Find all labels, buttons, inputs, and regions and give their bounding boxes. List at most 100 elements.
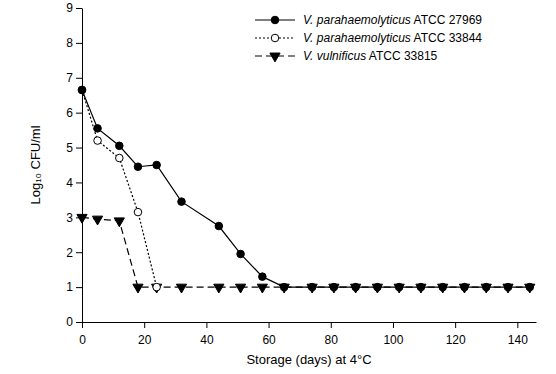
series-line bbox=[82, 90, 530, 287]
data-point bbox=[235, 284, 245, 293]
tick: 0 bbox=[79, 322, 86, 347]
data-point bbox=[526, 283, 534, 291]
tick: 120 bbox=[446, 322, 466, 347]
tick-label: 3 bbox=[66, 211, 73, 225]
data-point bbox=[504, 283, 512, 291]
tick-mark bbox=[76, 148, 82, 149]
tick: 4 bbox=[66, 176, 82, 190]
data-point bbox=[153, 161, 161, 169]
tick: 9 bbox=[66, 1, 82, 15]
tick: 2 bbox=[66, 246, 82, 260]
data-point bbox=[416, 284, 426, 293]
data-point bbox=[78, 86, 86, 94]
tick-label: 8 bbox=[66, 36, 73, 50]
tick: 60 bbox=[262, 322, 276, 347]
tick-mark bbox=[76, 322, 82, 323]
data-point bbox=[92, 216, 102, 225]
data-point bbox=[259, 273, 267, 281]
tick: 7 bbox=[66, 71, 82, 85]
legend-item: V. parahaemolyticus ATCC 27969 bbox=[255, 13, 482, 27]
tick-label: 7 bbox=[66, 71, 73, 85]
tick: 80 bbox=[325, 322, 339, 347]
data-point bbox=[481, 284, 491, 293]
tick-label: 4 bbox=[66, 176, 73, 190]
data-point bbox=[461, 283, 469, 291]
data-point bbox=[459, 284, 469, 293]
tick-label: 40 bbox=[200, 333, 214, 347]
tick-mark bbox=[76, 287, 82, 288]
data-point bbox=[116, 154, 124, 162]
tick-mark bbox=[517, 322, 518, 328]
tick: 1 bbox=[66, 280, 82, 294]
tick-label: 9 bbox=[66, 1, 73, 15]
tick-mark bbox=[76, 252, 82, 253]
tick-mark bbox=[82, 322, 83, 328]
data-point bbox=[438, 284, 448, 293]
tick-label: 0 bbox=[79, 333, 86, 347]
tick-mark bbox=[76, 182, 82, 183]
tick-label: 6 bbox=[66, 106, 73, 120]
legend-label: V. vulnificus ATCC 33815 bbox=[303, 49, 438, 63]
tick-mark bbox=[76, 78, 82, 79]
data-point bbox=[176, 284, 186, 293]
tick-label: 5 bbox=[66, 141, 73, 155]
marks bbox=[77, 86, 535, 293]
data-point bbox=[280, 283, 288, 291]
y-axis: 0 1 2 3 4 5 6 7 8 9 bbox=[66, 1, 82, 329]
data-point bbox=[94, 137, 102, 145]
tick-label: 120 bbox=[446, 333, 466, 347]
tick-mark bbox=[455, 322, 456, 328]
legend-label: V. parahaemolyticus ATCC 33844 bbox=[303, 31, 482, 45]
data-point bbox=[214, 284, 224, 293]
data-point bbox=[237, 250, 245, 258]
tick-label: 80 bbox=[325, 333, 339, 347]
tick-mark bbox=[76, 113, 82, 114]
data-point bbox=[116, 142, 124, 150]
data-point bbox=[307, 284, 317, 293]
axis-line bbox=[83, 322, 537, 323]
y-axis-title: Log₁₀ CFU/ml bbox=[28, 125, 43, 204]
series-line bbox=[82, 90, 157, 287]
tick: 40 bbox=[200, 322, 214, 347]
data-point bbox=[78, 86, 86, 94]
data-point bbox=[329, 284, 339, 293]
data-point bbox=[279, 284, 289, 293]
legend-label: V. parahaemolyticus ATCC 27969 bbox=[303, 13, 482, 27]
data-point bbox=[257, 284, 267, 293]
data-point bbox=[395, 283, 403, 291]
tick-label: 0 bbox=[66, 315, 73, 329]
tick-mark bbox=[269, 322, 270, 328]
data-point bbox=[330, 283, 338, 291]
data-point bbox=[133, 284, 143, 293]
tick-label: 100 bbox=[383, 333, 403, 347]
tick: 100 bbox=[383, 322, 403, 347]
data-point bbox=[374, 283, 382, 291]
tick-mark bbox=[331, 322, 332, 328]
tick: 140 bbox=[508, 322, 528, 347]
tick-label: 140 bbox=[508, 333, 528, 347]
data-point bbox=[215, 222, 223, 230]
chart: 0204060801001201400123456789Storage (day… bbox=[0, 0, 556, 374]
data-point bbox=[417, 283, 425, 291]
data-point bbox=[503, 284, 513, 293]
data-point bbox=[77, 214, 87, 223]
plot: 0204060801001201400123456789 bbox=[66, 1, 536, 347]
legend-marker bbox=[271, 16, 279, 24]
data-point bbox=[525, 284, 535, 293]
tick: 0 bbox=[66, 315, 82, 329]
data-point bbox=[482, 283, 490, 291]
data-point bbox=[351, 284, 361, 293]
data-point bbox=[94, 125, 102, 133]
tick-mark bbox=[206, 322, 207, 328]
tick: 8 bbox=[66, 36, 82, 50]
tick-label: 2 bbox=[66, 246, 73, 260]
tick: 6 bbox=[66, 106, 82, 120]
data-point bbox=[178, 198, 186, 206]
tick-mark bbox=[393, 322, 394, 328]
data-point bbox=[308, 283, 316, 291]
legend-item: V. vulnificus ATCC 33815 bbox=[255, 49, 438, 63]
data-point bbox=[394, 284, 404, 293]
data-point bbox=[372, 284, 382, 293]
data-point bbox=[134, 163, 142, 171]
tick-mark bbox=[144, 322, 145, 328]
